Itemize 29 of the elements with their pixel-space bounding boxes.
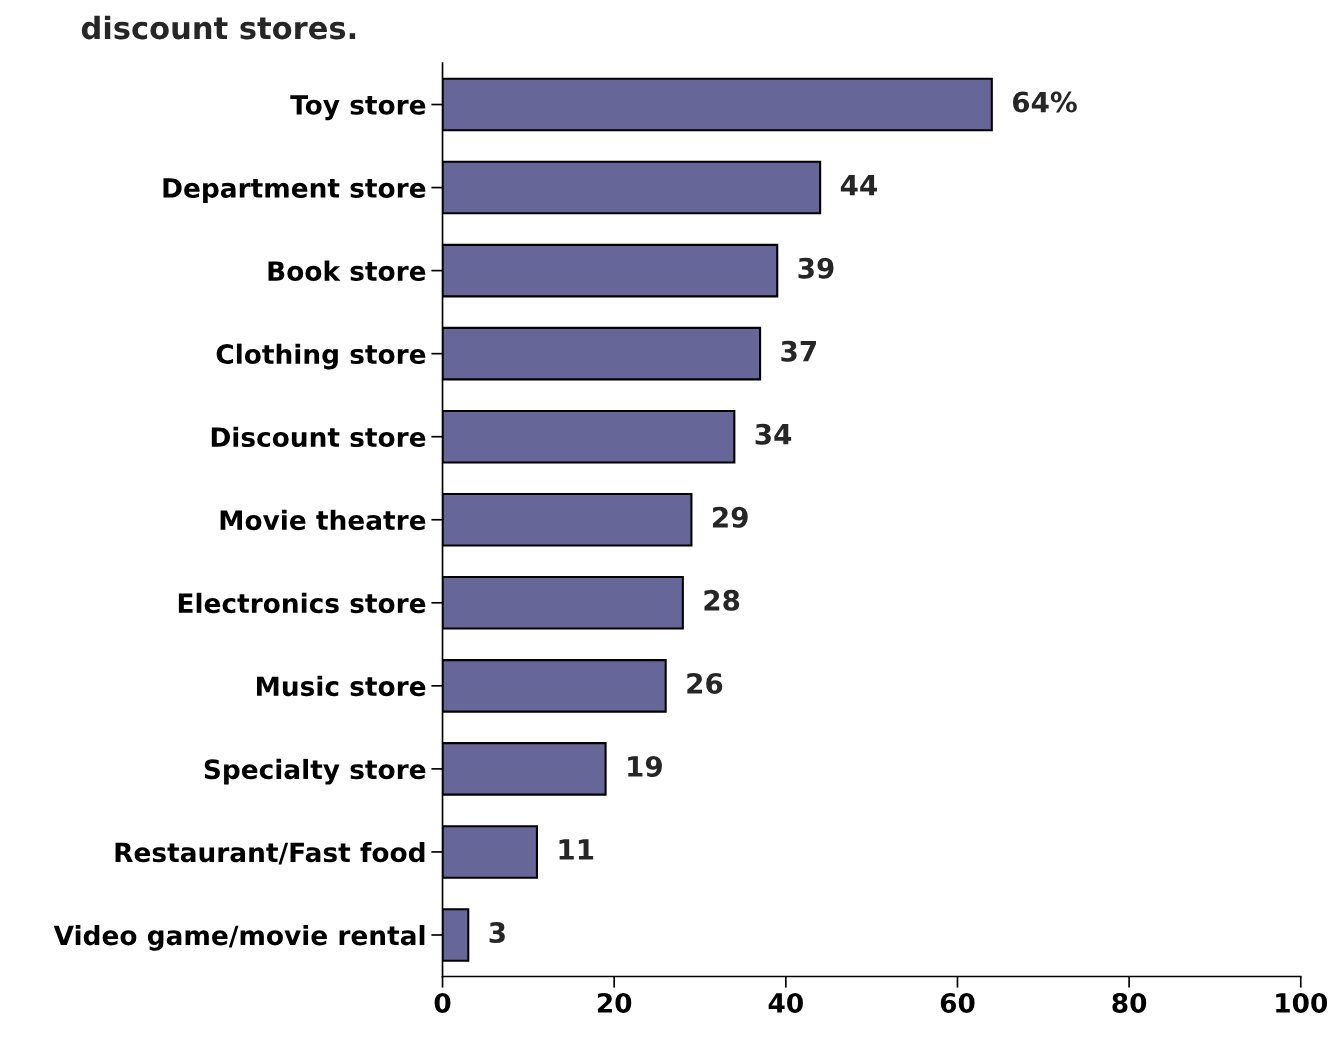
y-tick-label: Music store bbox=[256, 675, 426, 697]
y-tick-label: Video game/movie rental bbox=[53, 924, 425, 951]
data-label: 39 bbox=[798, 257, 834, 279]
y-tick-label: Specialty store bbox=[204, 758, 426, 785]
y-tick-label: Movie theatre bbox=[220, 509, 426, 531]
y-tick-label: Restaurant/Fast food bbox=[115, 841, 425, 865]
data-label: 37 bbox=[781, 340, 816, 362]
y-tick-label: Department store bbox=[163, 178, 426, 204]
y-tick-label: Discount store bbox=[211, 426, 426, 448]
x-tick-label: 60 bbox=[940, 992, 975, 1013]
x-tick-label: 80 bbox=[1112, 992, 1147, 1013]
chart-title: discount stores. bbox=[81, 15, 356, 40]
x-tick-label: 100 bbox=[1276, 992, 1328, 1013]
y-tick-label: Toy store bbox=[290, 95, 426, 121]
y-tick-label: Electronics store bbox=[178, 592, 426, 614]
y-tick-label: Book store bbox=[268, 260, 426, 282]
data-label: 11 bbox=[559, 839, 594, 860]
data-label: 29 bbox=[713, 506, 748, 528]
data-label: 3 bbox=[489, 922, 505, 944]
x-tick-label: 20 bbox=[597, 992, 632, 1013]
x-tick-label: 40 bbox=[768, 992, 803, 1013]
data-label: 19 bbox=[628, 755, 662, 777]
data-label: 34 bbox=[755, 423, 792, 445]
x-tick-label: 0 bbox=[434, 992, 451, 1013]
data-label: 26 bbox=[687, 672, 723, 694]
data-label: 28 bbox=[704, 589, 740, 611]
data-label: 64% bbox=[1012, 91, 1077, 113]
data-label: 44 bbox=[840, 174, 877, 196]
y-tick-label: Clothing store bbox=[216, 343, 426, 370]
